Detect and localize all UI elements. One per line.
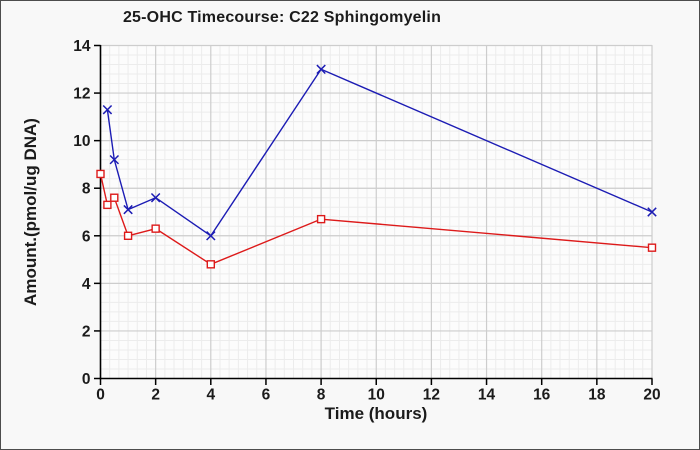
y-axis-label: Amount.(pmol/ug DNA) <box>21 118 40 306</box>
blue-series-x-marker <box>123 204 133 215</box>
red-series-square-marker <box>316 214 326 224</box>
x-tick-label: 0 <box>96 387 105 404</box>
red-series-square-marker <box>151 224 160 233</box>
y-tick-label: 2 <box>82 323 91 340</box>
x-tick-label: 8 <box>317 387 326 404</box>
x-tick-label: 16 <box>533 387 551 404</box>
red-series-square-marker <box>110 193 119 202</box>
x-tick-label: 2 <box>151 387 160 404</box>
red-series-square-marker <box>103 200 112 210</box>
x-tick-label: 20 <box>643 387 660 404</box>
red-series-square-marker <box>123 231 133 240</box>
y-tick-label: 4 <box>82 276 91 293</box>
y-tick-label: 14 <box>73 38 91 55</box>
blue-series-x-marker <box>150 192 161 203</box>
x-tick-label: 14 <box>478 387 496 404</box>
y-tick-label: 12 <box>73 86 90 103</box>
blue-series-x-marker <box>102 104 113 115</box>
red-series-square-marker <box>647 243 657 252</box>
x-axis-label: Time (hours) <box>324 404 428 423</box>
y-tick-label: 0 <box>82 371 91 388</box>
x-tick-label: 18 <box>588 387 606 404</box>
y-tick-label: 10 <box>73 133 90 150</box>
x-tick-label: 4 <box>206 387 215 404</box>
x-tick-label: 12 <box>423 387 440 404</box>
blue-series-x-marker <box>206 231 216 241</box>
red-series-square-marker <box>96 169 105 179</box>
blue-series-x-marker <box>109 154 120 165</box>
x-tick-label: 6 <box>262 387 271 404</box>
blue-series-x-marker <box>647 207 657 217</box>
red-series-square-marker <box>206 260 216 269</box>
y-tick-label: 6 <box>82 228 91 245</box>
blue-series-x-marker <box>316 64 326 75</box>
y-tick-label: 8 <box>82 181 91 198</box>
chart-title: 25-OHC Timecourse: C22 Sphingomyelin <box>122 9 442 26</box>
x-tick-label: 10 <box>368 387 385 404</box>
